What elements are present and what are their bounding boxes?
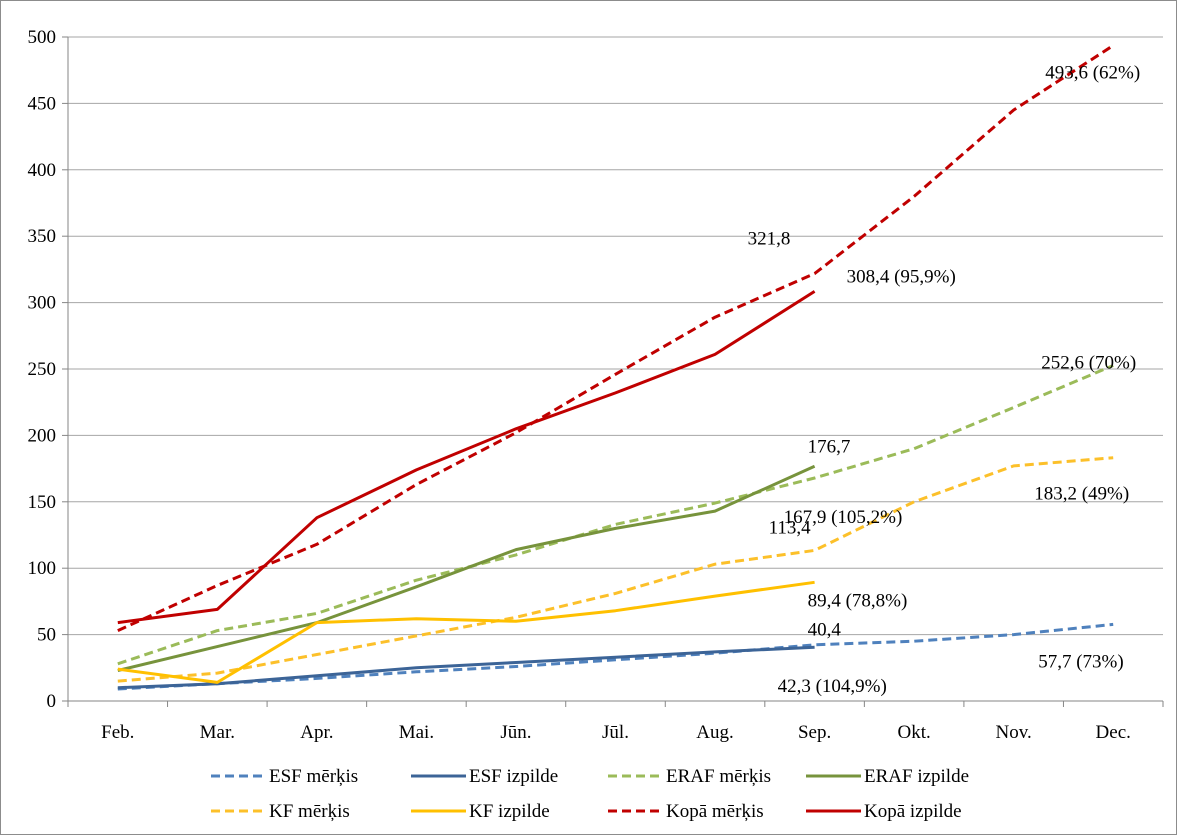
legend-label: KF mērķis bbox=[269, 801, 350, 822]
data-label: 176,7 bbox=[808, 436, 851, 457]
data-label: 252,6 (70%) bbox=[1041, 353, 1136, 374]
data-label: 308,4 (95,9%) bbox=[847, 266, 956, 287]
series-line-kf-izpilde bbox=[118, 582, 815, 682]
x-tick-label: Nov. bbox=[996, 722, 1032, 743]
data-label: 42,3 (104,9%) bbox=[778, 676, 887, 697]
series-lines bbox=[118, 45, 1113, 689]
y-tick-label: 0 bbox=[47, 691, 57, 712]
x-tick-label: Dec. bbox=[1096, 722, 1131, 743]
data-label: 89,4 (78,8%) bbox=[808, 590, 908, 611]
data-label: 57,7 (73%) bbox=[1038, 651, 1123, 672]
data-labels: 493,6 (62%) 321,8 308,4 (95,9%) 252,6 (70%)… bbox=[748, 62, 1141, 696]
data-label: 493,6 (62%) bbox=[1045, 62, 1140, 83]
x-tick-label: Jūn. bbox=[500, 722, 531, 743]
legend-item-kopa-merkis: Kopā mērķis bbox=[608, 801, 764, 822]
legend-item-kopa-izpilde: Kopā izpilde bbox=[806, 801, 962, 822]
series-line-esf-izpilde bbox=[118, 647, 815, 687]
legend-item-eraf-izpilde: ERAF izpilde bbox=[806, 766, 969, 787]
data-label: 183,2 (49%) bbox=[1034, 484, 1129, 505]
y-tick-label: 350 bbox=[28, 226, 57, 247]
legend-item-kf-merkis: KF mērķis bbox=[211, 801, 350, 822]
y-tick-label: 50 bbox=[37, 625, 56, 646]
legend: ESF mērķis ESF izpilde ERAF mērķis ERAF izp… bbox=[211, 766, 969, 822]
legend-label: Kopā izpilde bbox=[864, 801, 962, 822]
legend-label: ERAF izpilde bbox=[864, 766, 969, 787]
legend-label: ERAF mērķis bbox=[666, 766, 771, 787]
y-tick-label: 300 bbox=[28, 293, 57, 314]
legend-item-esf-izpilde: ESF izpilde bbox=[411, 766, 558, 787]
legend-label: Kopā mērķis bbox=[666, 801, 764, 822]
y-tick-label: 100 bbox=[28, 558, 57, 579]
legend-label: ESF mērķis bbox=[269, 766, 358, 787]
legend-item-kf-izpilde: KF izpilde bbox=[411, 801, 550, 822]
y-tick-label: 400 bbox=[28, 160, 57, 181]
data-label: 321,8 bbox=[748, 229, 791, 250]
x-tick-label: Mai. bbox=[399, 722, 434, 743]
series-line-kf-merkis bbox=[118, 458, 1113, 681]
x-tick-label: Jūl. bbox=[602, 722, 629, 743]
y-tick-label: 450 bbox=[28, 93, 57, 114]
legend-label: KF izpilde bbox=[469, 801, 550, 822]
x-tick-label: Apr. bbox=[300, 722, 333, 743]
series-line-kopa-izpilde bbox=[118, 291, 815, 622]
x-tick-label: Sep. bbox=[798, 722, 831, 743]
series-line-eraf-merkis bbox=[118, 366, 1113, 664]
y-tick-label: 150 bbox=[28, 492, 57, 513]
legend-label: ESF izpilde bbox=[469, 766, 558, 787]
x-tick-label: Mar. bbox=[200, 722, 235, 743]
legend-item-eraf-merkis: ERAF mērķis bbox=[608, 766, 771, 787]
x-tick-label: Aug. bbox=[696, 722, 733, 743]
data-label: 113,4 bbox=[769, 517, 812, 538]
y-tick-label: 200 bbox=[28, 425, 57, 446]
series-line-kopa-merkis bbox=[118, 46, 1113, 631]
data-label: 40,4 bbox=[808, 619, 842, 640]
legend-item-esf-merkis: ESF mērķis bbox=[211, 766, 358, 787]
x-tick-label: Okt. bbox=[898, 722, 931, 743]
x-tick-label: Feb. bbox=[101, 722, 134, 743]
gridlines bbox=[68, 37, 1163, 635]
y-tick-label: 500 bbox=[28, 27, 57, 48]
y-tick-label: 250 bbox=[28, 359, 57, 380]
